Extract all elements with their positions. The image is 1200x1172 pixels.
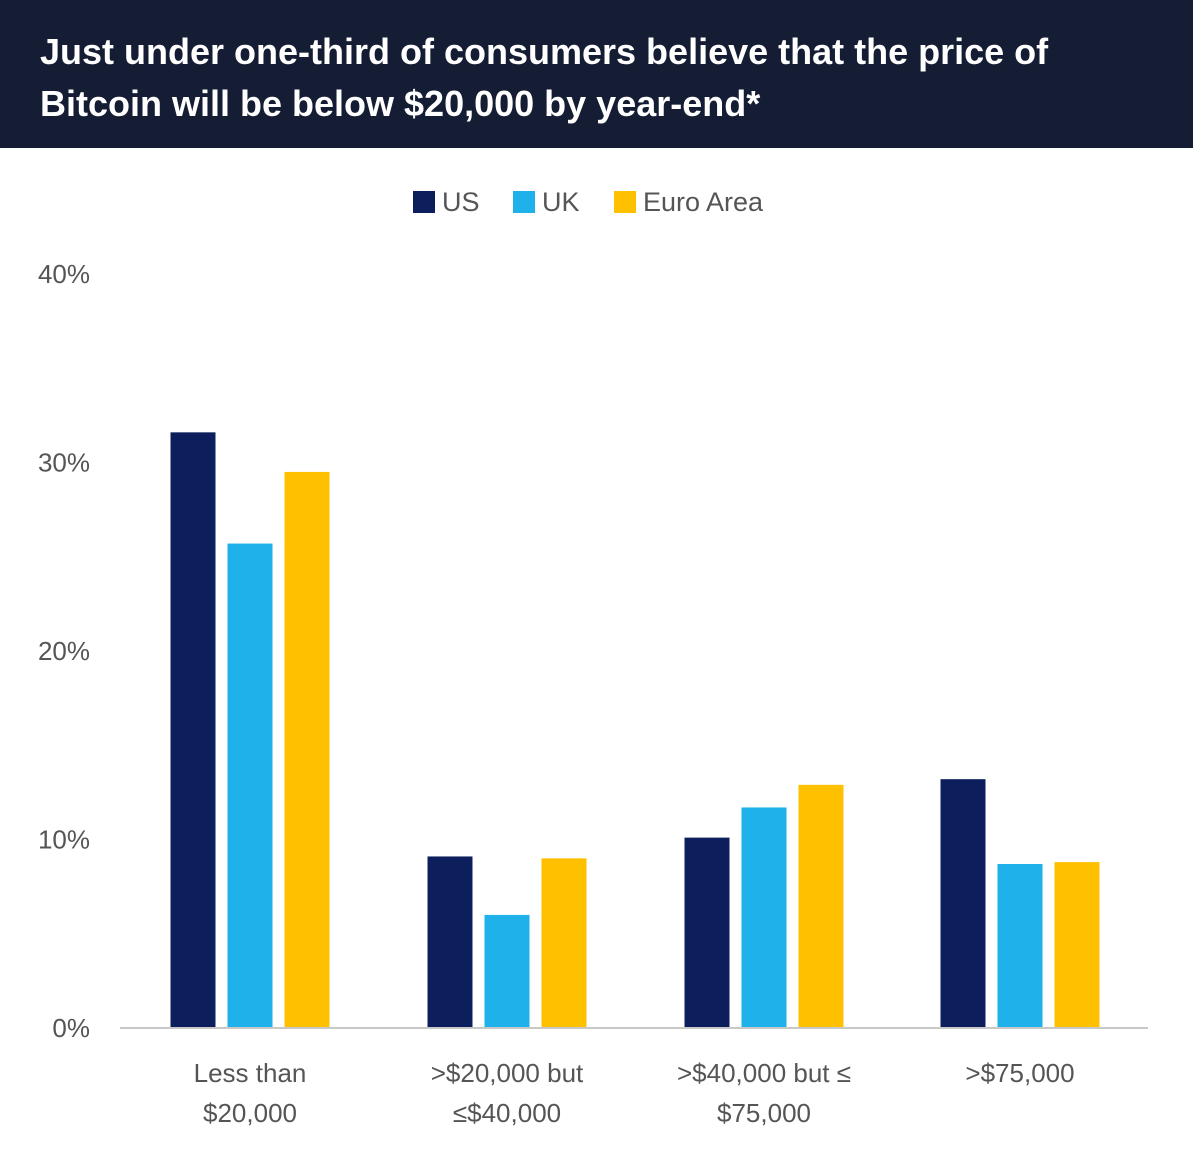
legend-label-uk: UK: [542, 187, 580, 217]
y-axis: 0% 10% 20% 30% 40%: [38, 259, 90, 1043]
y-tick-label-40: 40%: [38, 259, 90, 289]
category-label-1-line-1: Less than: [194, 1058, 307, 1088]
category-label-3-line-1: >$40,000 but ≤: [677, 1058, 851, 1088]
bar-us-3: [684, 837, 730, 1028]
legend-label-us: US: [442, 187, 480, 217]
legend-swatch-euro-area: [614, 191, 636, 213]
bars: [170, 432, 1100, 1029]
chart-title: Just under one-third of consumers believ…: [40, 31, 1049, 124]
legend-item-euro-area: Euro Area: [614, 187, 764, 217]
legend-label-euro-area: Euro Area: [643, 187, 764, 217]
bar-euro-area-4: [1054, 862, 1100, 1028]
bar-uk-4: [997, 864, 1043, 1028]
bar-euro-area-2: [541, 858, 587, 1028]
y-tick-label-20: 20%: [38, 636, 90, 666]
bar-chart: US UK Euro Area 0% 10% 20% 30% 40% Less than $2…: [38, 187, 1148, 1128]
bar-us-1: [170, 432, 216, 1029]
category-label-2-line-2: ≤$40,000: [453, 1098, 561, 1128]
bar-uk-1: [227, 543, 273, 1028]
category-label-1-line-2: $20,000: [203, 1098, 297, 1128]
bar-uk-3: [741, 807, 787, 1028]
bar-euro-area-3: [798, 784, 844, 1028]
y-tick-label-0: 0%: [52, 1013, 90, 1043]
legend-swatch-uk: [513, 191, 535, 213]
bar-uk-2: [484, 914, 530, 1028]
bar-us-4: [940, 779, 986, 1028]
legend: US UK Euro Area: [413, 187, 764, 217]
y-tick-label-30: 30%: [38, 448, 90, 478]
category-label-3-line-2: $75,000: [717, 1098, 811, 1128]
bar-us-2: [427, 856, 473, 1028]
category-label-4-line-1: >$75,000: [965, 1058, 1074, 1088]
bar-euro-area-1: [284, 471, 330, 1028]
x-axis: Less than $20,000 >$20,000 but ≤$40,000 >$40…: [194, 1058, 1075, 1128]
legend-swatch-us: [413, 191, 435, 213]
y-tick-label-10: 10%: [38, 825, 90, 855]
legend-item-us: US: [413, 187, 480, 217]
chart-header: Just under one-third of consumers believ…: [0, 0, 1193, 148]
legend-item-uk: UK: [513, 187, 580, 217]
category-label-2-line-1: >$20,000 but: [431, 1058, 584, 1088]
